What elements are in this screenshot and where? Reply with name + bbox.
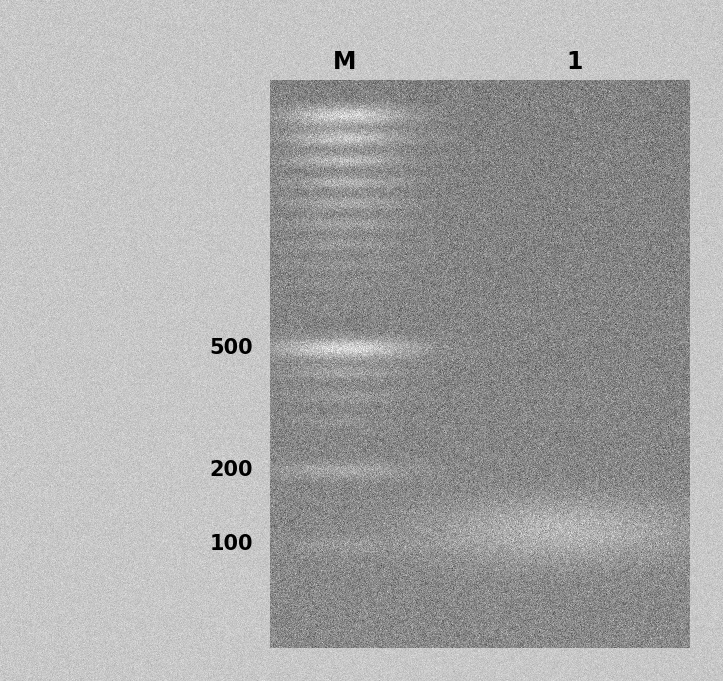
Text: M: M: [333, 50, 356, 74]
Text: 1: 1: [567, 50, 583, 74]
Text: 500: 500: [210, 338, 253, 358]
Text: 200: 200: [210, 460, 253, 480]
Text: 100: 100: [210, 534, 253, 554]
